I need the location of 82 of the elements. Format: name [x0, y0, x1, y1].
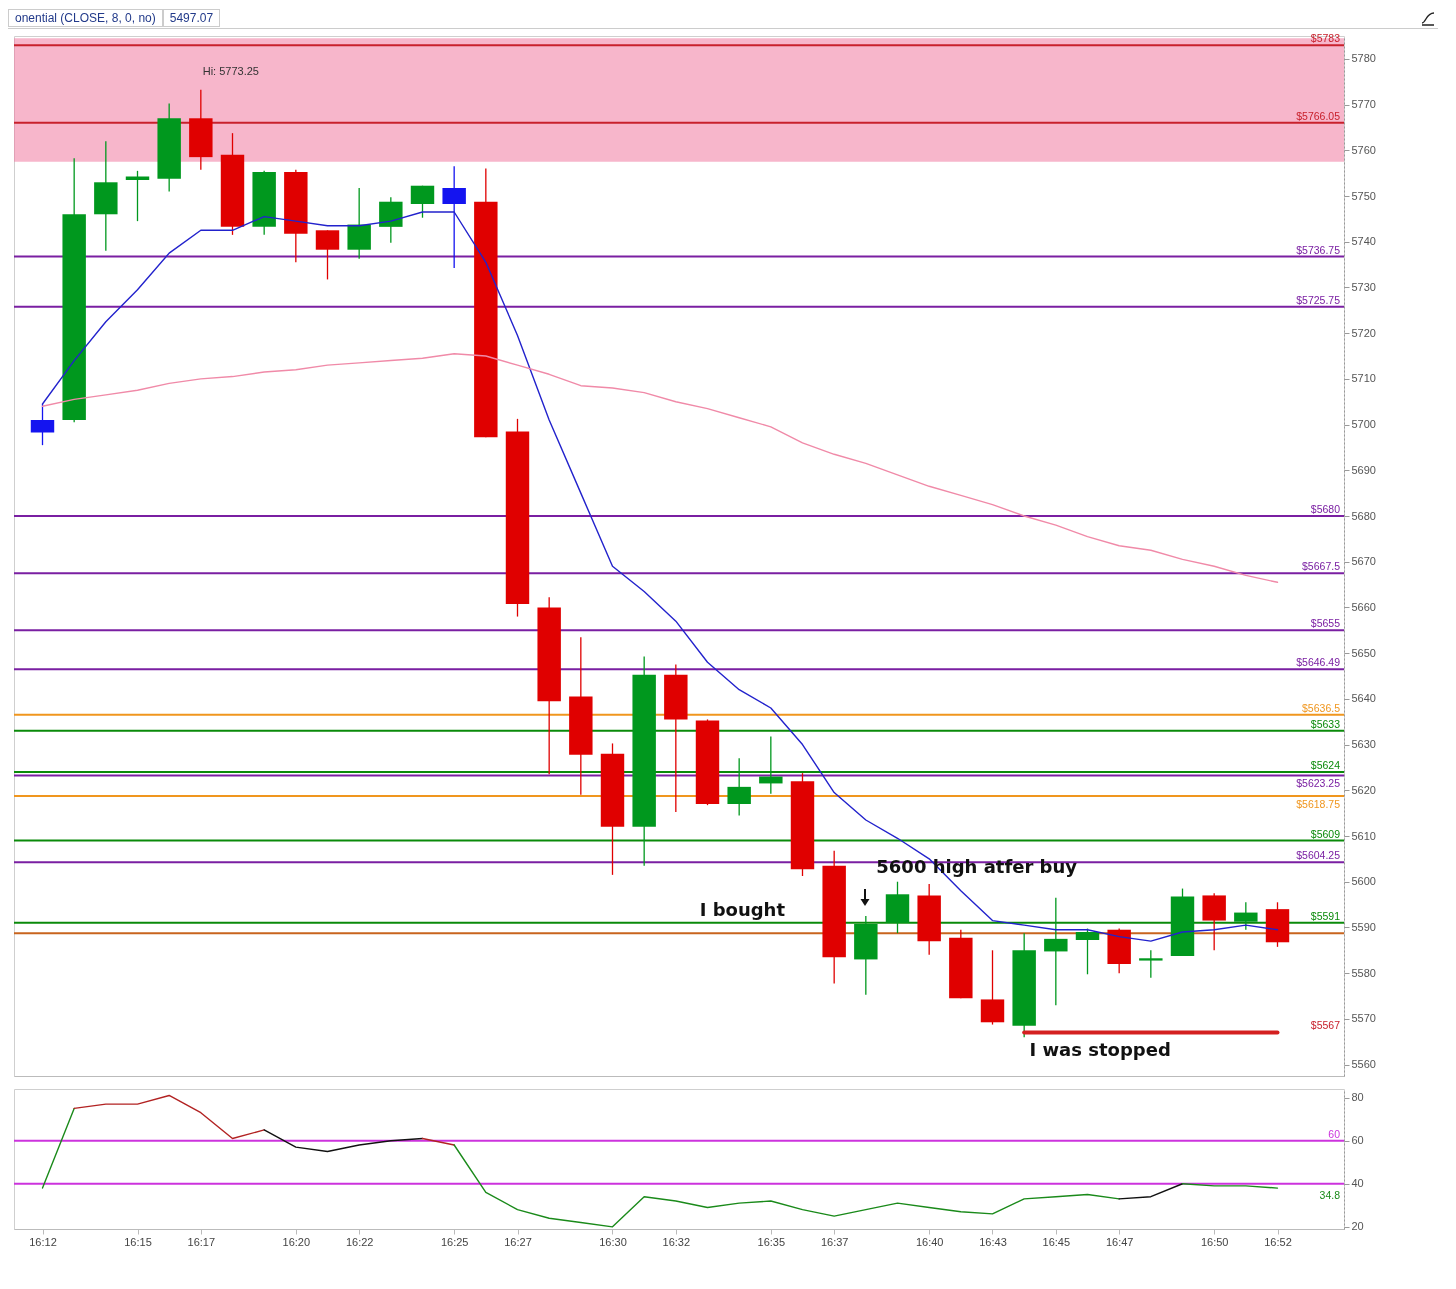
- x-tick-label: 16:12: [29, 1235, 57, 1248]
- ref-line-label: $5636.5: [1302, 701, 1341, 714]
- y-tick-label: 5780: [1351, 52, 1376, 65]
- text: 34.8: [1319, 1189, 1341, 1202]
- y-tick-label: 5560: [1351, 1058, 1376, 1071]
- x-tick-label: 16:32: [662, 1235, 691, 1248]
- y-tick-label: 5570: [1351, 1012, 1376, 1025]
- candlestick: [442, 165, 466, 269]
- y-tick-label: 5730: [1351, 280, 1376, 293]
- text: onential (CLOSE, 8, 0, no): [8, 9, 163, 27]
- ref-line-label: $5725.75: [1296, 293, 1341, 306]
- y-tick-label: 5660: [1351, 600, 1376, 613]
- annotation: Hi: 5773.25: [202, 64, 259, 77]
- x-tick-label: 16:25: [440, 1235, 469, 1248]
- ref-line-label: $5609: [1310, 827, 1341, 840]
- y-tick-label: 5700: [1351, 418, 1376, 431]
- y-tick-label: 5750: [1351, 189, 1376, 202]
- ref-line-label: $5591: [1310, 909, 1341, 922]
- candlestick: [315, 229, 340, 281]
- ref-line-label: $5604.25: [1296, 849, 1341, 862]
- candlestick: [980, 949, 1005, 1026]
- ref-line-label: $5736.75: [1296, 243, 1341, 256]
- x-tick-label: 16:20: [282, 1235, 311, 1248]
- text: $5567: [1310, 1019, 1341, 1032]
- annotation: I was stopped: [1029, 1038, 1171, 1060]
- y-tick-label: 5590: [1351, 920, 1376, 933]
- y-tick-label: 40: [1351, 1177, 1364, 1190]
- ref-line-label: $5680: [1310, 503, 1341, 515]
- ref-line-label: $5624: [1310, 759, 1341, 771]
- candlestick: [1044, 897, 1068, 1006]
- y-tick-label: 5740: [1351, 235, 1376, 248]
- y-tick-label: 60: [1351, 1134, 1364, 1147]
- ref-line-label: $5618.75: [1296, 798, 1341, 810]
- x-tick-label: 16:40: [915, 1235, 944, 1248]
- line-series: [453, 1144, 1120, 1228]
- y-tick-label: 5760: [1351, 143, 1376, 156]
- x-tick-label: 16:35: [757, 1235, 786, 1248]
- x-tick-label: 16:37: [820, 1235, 849, 1248]
- text: 5497.07: [162, 9, 221, 27]
- x-tick-label: 16:50: [1200, 1235, 1229, 1248]
- y-tick-label: 5610: [1351, 829, 1376, 842]
- y-tick-label: 5620: [1351, 783, 1376, 796]
- line-series: [41, 353, 1279, 583]
- x-tick-label: 16:22: [345, 1235, 374, 1248]
- y-tick-label: 5640: [1351, 692, 1376, 705]
- ref-line-label: $5667.5: [1302, 560, 1341, 573]
- ref-line-label: $5655: [1310, 617, 1341, 630]
- x-tick-label: 16:43: [979, 1235, 1007, 1248]
- y-tick-label: 20: [1351, 1220, 1364, 1233]
- x-tick-label: 16:17: [187, 1235, 216, 1248]
- x-tick-label: 16:52: [1264, 1235, 1292, 1248]
- y-tick-label: 5630: [1351, 738, 1376, 751]
- ref-line-label: $5766.05: [1296, 109, 1341, 122]
- x-tick-label: 16:27: [504, 1235, 532, 1248]
- candlestick: [1139, 949, 1163, 979]
- ref-line-label: 60: [1328, 1127, 1341, 1140]
- y-tick-label: 5770: [1351, 98, 1376, 111]
- x-tick-label: 16:45: [1042, 1235, 1071, 1248]
- x-tick-label: 16:15: [124, 1235, 152, 1248]
- candlestick: [1234, 901, 1258, 931]
- candlestick: [1075, 927, 1100, 975]
- y-tick-label: 80: [1351, 1091, 1364, 1104]
- y-tick-label: 5670: [1351, 555, 1376, 568]
- ref-line-label: $5646.49: [1296, 656, 1341, 669]
- x-tick-label: 16:47: [1105, 1235, 1134, 1248]
- y-tick-label: 5600: [1351, 875, 1376, 888]
- y-tick-label: 5680: [1351, 509, 1376, 522]
- x-tick-label: 16:30: [599, 1235, 627, 1248]
- ref-line-label: $5623.25: [1296, 777, 1341, 790]
- y-tick-label: 5690: [1351, 463, 1376, 476]
- ref-line-label: $5633: [1310, 717, 1341, 730]
- y-tick-label: 5580: [1351, 966, 1376, 979]
- y-tick-label: 5650: [1351, 646, 1376, 659]
- annotation: I bought: [699, 898, 786, 920]
- ref-line-label: $5783: [1310, 32, 1341, 45]
- y-tick-label: 5710: [1351, 372, 1376, 385]
- candlestick: [410, 185, 435, 219]
- candlestick: [727, 757, 751, 817]
- candlestick: [30, 403, 55, 446]
- line-series: [73, 1094, 265, 1140]
- y-tick-label: 5720: [1351, 326, 1376, 339]
- line-series: [263, 1129, 424, 1153]
